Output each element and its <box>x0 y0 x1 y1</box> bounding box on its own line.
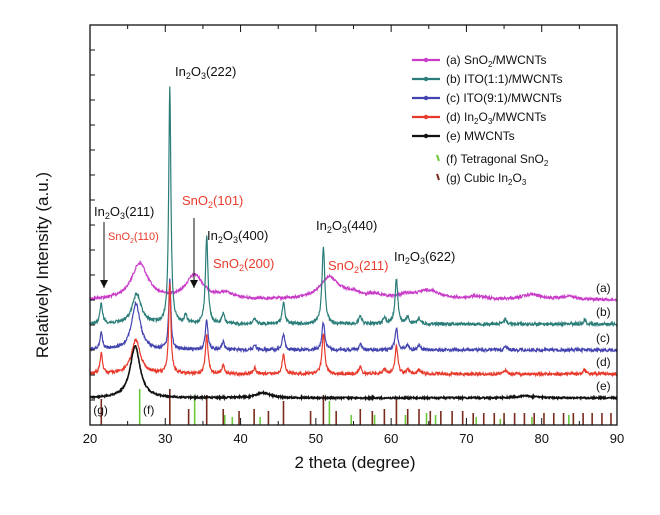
legend-entry-d: (d) In2O3/MWCNTs <box>446 110 546 126</box>
peak-annotation: SnO2(200) <box>213 256 274 273</box>
series-d-line <box>89 282 618 378</box>
y-axis-label: Relatively Intensity (a.u.) <box>33 172 52 358</box>
legend-entry-g: (g) Cubic In2O3 <box>446 171 527 187</box>
peak-annotation: In2O3(222) <box>175 64 236 81</box>
curve-label-c: (c) <box>596 331 610 345</box>
curve-label-d: (d) <box>596 355 611 369</box>
series-c-line <box>89 278 618 354</box>
legend: (a) SnO2/MWCNTs (b) ITO(1:1)/MWCNTs (c) IT… <box>412 53 562 187</box>
axes: 20 30 40 50 60 70 80 90 <box>83 24 624 446</box>
series-b-line <box>89 86 618 328</box>
peak-annotation: In2O3(400) <box>207 228 268 245</box>
x-tick-label: 60 <box>384 431 398 446</box>
legend-marker-c <box>423 95 429 101</box>
legend-marker-b <box>423 76 429 82</box>
legend-swatch-g <box>436 173 440 181</box>
reference-label-g: (g) <box>93 403 108 417</box>
curve-label-b: (b) <box>596 305 611 319</box>
legend-marker-d <box>423 114 429 120</box>
x-tick-label: 70 <box>459 431 473 446</box>
x-tick-label: 30 <box>158 431 172 446</box>
peak-annotation: In2O3(440) <box>316 218 377 235</box>
legend-entry-e: (e) MWCNTs <box>446 129 515 143</box>
annotation-arrowhead <box>100 280 108 288</box>
legend-marker-e <box>423 133 429 139</box>
reference-markers: (g) (f) <box>93 389 612 425</box>
x-tick-label: 40 <box>233 431 247 446</box>
legend-entry-a: (a) SnO2/MWCNTs <box>446 53 546 69</box>
series-e-line <box>89 344 618 402</box>
series-a-line <box>89 259 618 303</box>
xrd-curves: (a) (b) (c) (d) (e) <box>89 86 618 402</box>
peak-annotations: In2O3(222) SnO2(101) In2O3(400) SnO2(200) In… <box>94 64 455 288</box>
peak-annotation: In2O3(622) <box>394 249 455 266</box>
legend-entry-c: (c) ITO(9:1)/MWCNTs <box>446 91 562 105</box>
legend-entry-f: (f) Tetragonal SnO2 <box>446 152 549 168</box>
curve-label-a: (a) <box>596 281 611 295</box>
x-axis-label: 2 theta (degree) <box>295 453 416 472</box>
peak-annotation: SnO2(211) <box>328 258 388 275</box>
x-tick-label: 90 <box>610 431 624 446</box>
x-tick-label: 20 <box>83 431 97 446</box>
legend-swatch-f <box>436 154 440 162</box>
x-tick-label: 80 <box>534 431 548 446</box>
legend-entry-b: (b) ITO(1:1)/MWCNTs <box>446 72 562 86</box>
peak-annotation: SnO2(101) <box>182 193 243 210</box>
x-tick-label: 50 <box>309 431 323 446</box>
legend-marker-a <box>423 57 429 63</box>
annotation-arrowhead <box>190 280 198 288</box>
peak-annotation: In2O3(211) <box>94 204 154 221</box>
curve-label-e: (e) <box>596 379 611 393</box>
reference-label-f: (f) <box>143 403 154 417</box>
peak-annotation: SnO2(110) <box>108 231 159 245</box>
